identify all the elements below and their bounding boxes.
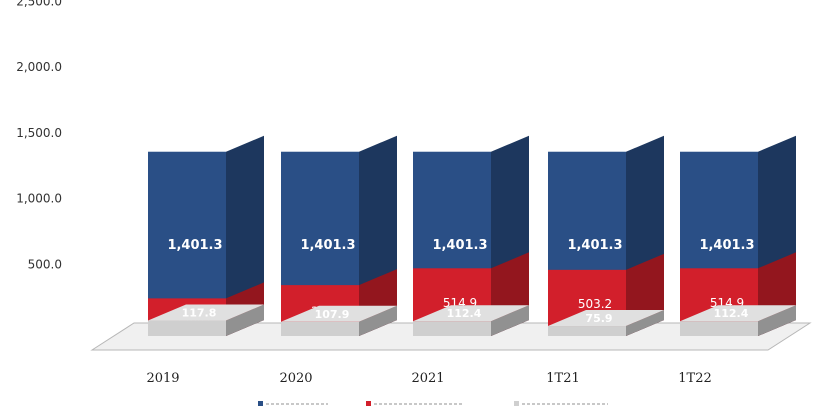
data-label: 112.4: [447, 307, 482, 320]
data-label: 112.4: [714, 307, 749, 320]
bar-top-face: [548, 310, 664, 327]
bar-segment: [680, 305, 796, 336]
bar-top-face: [281, 305, 397, 322]
y-axis: 500.0 1,000.0 1,500.0 2,000.0 2,500.0: [16, 0, 62, 271]
bar-segment-side: [626, 310, 664, 336]
bar-segment-side: [359, 305, 397, 336]
bar-segment-front: [548, 326, 626, 336]
data-label: 503.2: [578, 297, 612, 311]
x-tick-label: 2020: [279, 371, 312, 386]
bar-top-face: [413, 305, 529, 322]
bar-segment-front: [413, 321, 491, 336]
data-label: 1,401.3: [567, 238, 622, 253]
bar-segment: [548, 310, 664, 336]
data-label: 1,401.3: [300, 238, 355, 253]
bar-segment: [148, 304, 264, 336]
legend-item: [514, 401, 608, 406]
bar-segment-side: [491, 305, 529, 336]
legend-item: [366, 401, 464, 406]
y-tick-label: 1,000.0: [16, 192, 62, 206]
data-label: 117.8: [182, 307, 217, 320]
x-tick-label: 1T21: [546, 371, 579, 386]
x-tick-label: 2019: [146, 371, 179, 386]
bar-top-face: [148, 304, 264, 321]
data-label: 107.9: [315, 308, 350, 321]
y-tick-label: 500.0: [28, 257, 62, 271]
y-tick-label: 2,000.0: [16, 60, 62, 74]
legend-item: [258, 401, 328, 406]
y-tick-label: 1,500.0: [16, 126, 62, 140]
bar-segment: [413, 305, 529, 336]
x-axis: 2019 2020 2021 1T21 1T22: [146, 371, 711, 386]
legend-swatch: [366, 401, 371, 406]
x-tick-label: 2021: [411, 371, 444, 386]
bar-top-face: [680, 305, 796, 322]
data-label: 1,401.3: [699, 238, 754, 253]
bar-segment-side: [226, 135, 264, 336]
data-label: 1,401.3: [432, 238, 487, 253]
x-tick-label: 1T22: [678, 371, 711, 386]
data-label: 75.9: [585, 312, 612, 325]
data-label: 1,401.3: [167, 238, 222, 253]
legend: [258, 401, 608, 406]
legend-swatch: [514, 401, 519, 406]
bar-segment: [281, 305, 397, 336]
bars: 1,401.3286.1117.81,401.3387.0107.91,401.…: [148, 135, 796, 336]
bar-segment-front: [680, 321, 758, 336]
bar-segment-front: [281, 321, 359, 336]
y-tick-label: 2,500.0: [16, 0, 62, 8]
bar-segment-side: [758, 305, 796, 336]
bar-segment-front: [148, 320, 226, 336]
legend-swatch: [258, 401, 263, 406]
bar-segment-side: [226, 304, 264, 336]
